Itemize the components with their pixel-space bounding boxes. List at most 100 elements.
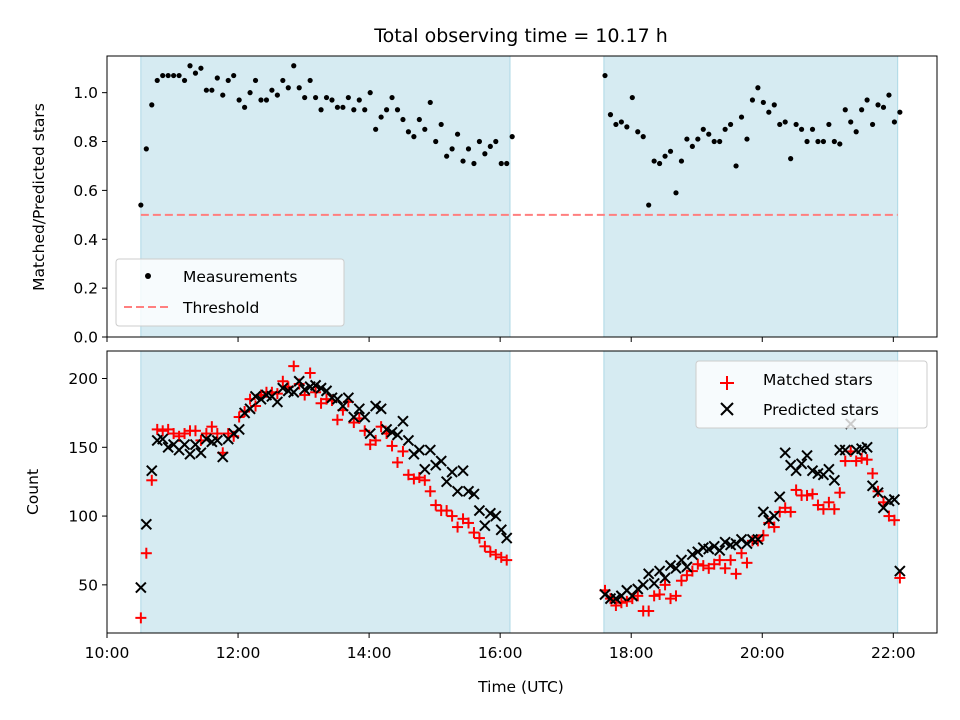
measurement-point — [362, 107, 368, 113]
matched-star-point — [299, 389, 311, 401]
measurement-point — [181, 77, 188, 84]
matched-stars-points — [135, 360, 906, 624]
measurement-point — [231, 72, 237, 79]
predicted-star-point — [490, 510, 502, 522]
predicted-star-point — [861, 441, 873, 453]
measurement-point — [869, 121, 876, 128]
measurement-point — [613, 121, 619, 128]
measurement-point — [389, 94, 395, 101]
measurement-point — [460, 158, 466, 164]
matched-star-point — [408, 473, 420, 485]
matched-star-point — [768, 521, 780, 533]
measurement-point — [411, 134, 417, 140]
predicted-star-point — [298, 383, 311, 396]
matched-star-point — [479, 540, 491, 552]
measurement-point — [378, 114, 384, 120]
measurement-point — [345, 94, 351, 101]
predicted-star-point — [288, 386, 300, 398]
matched-star-point — [468, 527, 480, 539]
matched-star-point — [654, 588, 666, 600]
matched-star-point — [741, 557, 753, 569]
predicted-star-point — [866, 480, 879, 492]
matched-star-point — [424, 485, 436, 497]
predicted-star-point — [369, 400, 382, 412]
predicted-star-point — [249, 390, 262, 403]
legend-measurements-label: Measurements — [183, 268, 298, 286]
predicted-star-point — [189, 438, 202, 451]
predicted-star-point — [713, 544, 726, 557]
top-y-ticks: 0.0 0.2 0.4 0.6 0.8 1.0 — [73, 84, 107, 347]
matched-star-point — [392, 456, 403, 468]
chart-title: Total observing time = 10.17 h — [373, 25, 668, 47]
matched-star-point — [501, 554, 513, 566]
predicted-star-point — [462, 485, 475, 498]
measurement-point — [624, 124, 630, 130]
matched-star-point — [151, 423, 163, 435]
predicted-star-point — [790, 464, 802, 477]
measurement-point — [209, 87, 215, 93]
measurement-point — [880, 104, 887, 110]
legend-matched-label: Matched stars — [763, 371, 873, 389]
measurement-point — [782, 119, 788, 125]
top-y-tick-label: 0.4 — [73, 231, 98, 249]
predicted-star-point — [768, 510, 780, 522]
predicted-star-point — [200, 433, 213, 445]
predicted-star-point — [380, 423, 393, 436]
measurement-point — [815, 138, 821, 145]
measurement-point — [225, 77, 231, 84]
predicted-star-point — [271, 396, 284, 408]
matched-star-point — [828, 503, 840, 515]
predicted-stars-points — [135, 375, 906, 605]
measurement-point — [203, 87, 209, 93]
matched-star-point — [675, 575, 687, 587]
measurement-point — [192, 70, 199, 76]
legend-measurement-marker — [145, 273, 151, 279]
predicted-star-point — [178, 438, 191, 451]
measurement-point — [651, 158, 657, 164]
measurement-point — [165, 72, 171, 79]
measurement-point — [329, 97, 335, 103]
matched-star-point — [834, 487, 846, 499]
matched-star-point — [659, 579, 671, 591]
bottom-y-tick-label: 150 — [68, 439, 98, 457]
measurement-point — [820, 138, 827, 145]
matched-star-point — [211, 428, 223, 440]
predicted-star-point — [495, 524, 507, 536]
top-x-ticks — [106, 337, 894, 342]
predicted-star-point — [670, 562, 682, 575]
measurement-point — [433, 138, 439, 145]
matched-star-point — [135, 612, 147, 624]
predicted-star-point — [664, 559, 677, 572]
predicted-star-point — [610, 592, 622, 605]
measurement-point — [493, 138, 499, 145]
matched-star-point — [719, 562, 731, 574]
predicted-star-point — [348, 411, 360, 423]
measurement-point — [427, 99, 433, 106]
measurement-point — [766, 109, 772, 115]
predicted-star-point — [217, 451, 229, 463]
predicted-star-point — [888, 493, 901, 506]
predicted-star-point — [440, 475, 453, 488]
measurement-point — [296, 85, 302, 91]
predicted-star-point — [244, 403, 256, 415]
measurement-point — [471, 160, 477, 167]
predicted-star-point — [648, 577, 660, 590]
measurement-point — [777, 121, 783, 128]
measurement-point — [662, 153, 668, 159]
top-y-tick-label: 0.6 — [73, 182, 98, 200]
measurement-point — [280, 77, 286, 84]
measurement-point — [438, 121, 444, 128]
matched-star-point — [370, 434, 382, 446]
predicted-star-point — [419, 463, 431, 476]
measurement-point — [383, 107, 390, 113]
measurement-point — [629, 94, 635, 101]
predicted-star-point — [703, 543, 715, 555]
measurement-point — [667, 148, 674, 154]
matched-star-point — [140, 547, 152, 559]
matched-star-point — [801, 489, 813, 501]
matched-star-point — [462, 517, 474, 529]
matched-star-point — [419, 474, 431, 486]
predicted-star-point — [468, 488, 480, 500]
top-y-tick-label: 0.2 — [73, 280, 98, 298]
x-tick-label: 18:00 — [609, 644, 654, 662]
